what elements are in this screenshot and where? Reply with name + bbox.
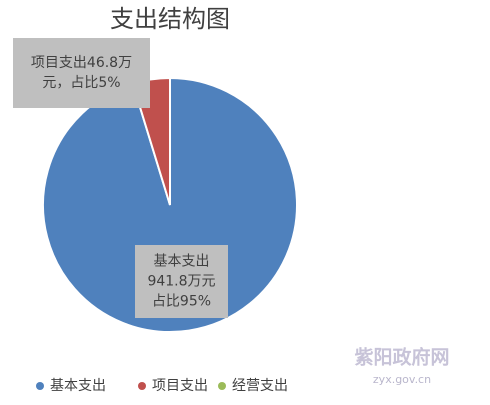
legend-label: 项目支出 xyxy=(152,378,208,394)
legend-marker xyxy=(138,382,146,390)
legend-label: 基本支出 xyxy=(50,377,106,394)
data-label-box xyxy=(135,245,228,318)
pie-slice xyxy=(42,76,298,333)
data-label: 项目支出46.8万 xyxy=(31,55,132,71)
data-label: 基本支出 xyxy=(154,253,210,270)
data-label-box xyxy=(13,38,150,108)
data-label: 占比95% xyxy=(152,294,211,310)
watermark-url: zyx.gov.cn xyxy=(373,373,431,386)
chart-title: 支出结构图 xyxy=(110,5,230,33)
legend-marker xyxy=(36,382,44,390)
watermark-name: 紫阳政府网 xyxy=(354,346,449,369)
legend-marker xyxy=(218,382,226,390)
legend-label: 经营支出 xyxy=(232,378,288,394)
data-label: 元，占比5% xyxy=(42,75,120,91)
data-label: 941.8万元 xyxy=(147,274,215,290)
